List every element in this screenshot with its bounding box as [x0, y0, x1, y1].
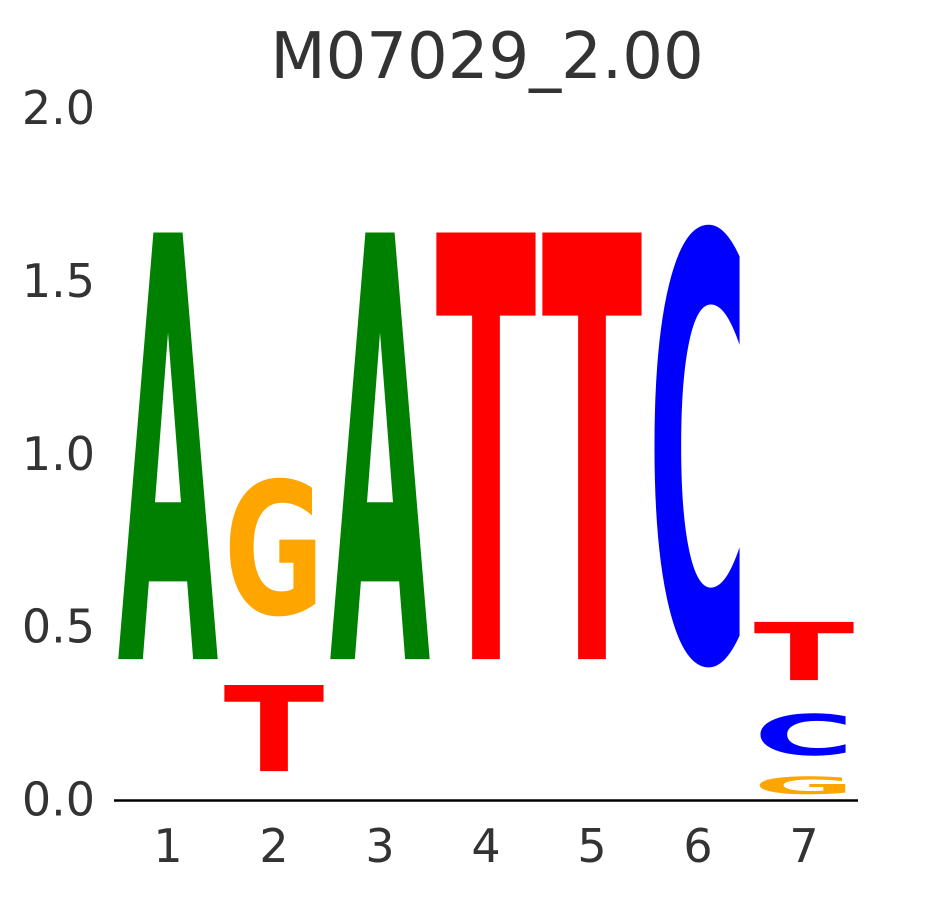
logo-letter-T-pos7: T	[754, 606, 855, 699]
x-axis-tick-labels: 1 2 3 4 5 6 7	[153, 819, 818, 873]
logo-letter-T-pos5: T	[542, 116, 643, 798]
x-tick-label-4: 4	[471, 819, 500, 873]
x-tick-label-1: 1	[153, 819, 182, 873]
logo-letter-stacks: A TG A T T C GCT	[118, 116, 855, 799]
logo-letter-T-pos2: T	[224, 662, 325, 800]
logo-letter-A-pos3: A	[330, 117, 432, 798]
x-tick-label-6: 6	[683, 819, 712, 873]
y-tick-label-0.0: 0.0	[22, 773, 95, 827]
x-tick-label-2: 2	[259, 819, 288, 873]
logo-letter-A-pos1: A	[118, 117, 220, 798]
y-tick-label-1.5: 1.5	[22, 254, 95, 308]
y-tick-label-1.0: 1.0	[22, 427, 95, 481]
x-tick-label-3: 3	[365, 819, 394, 873]
logo-letter-C-pos6: C	[648, 118, 749, 798]
logo-letter-G-pos7: G	[754, 772, 855, 800]
chart-title: M07029_2.00	[270, 20, 703, 94]
x-tick-label-5: 5	[577, 819, 606, 873]
y-tick-label-0.5: 0.5	[22, 600, 95, 654]
logo-letter-C-pos7: C	[754, 703, 855, 768]
logo-letter-G-pos2: G	[224, 443, 325, 657]
logo-letter-T-pos4: T	[436, 116, 537, 798]
x-tick-label-7: 7	[789, 819, 818, 873]
y-axis-tick-labels: 0.0 0.5 1.0 1.5 2.0	[22, 81, 95, 827]
y-tick-label-2.0: 2.0	[22, 81, 95, 135]
